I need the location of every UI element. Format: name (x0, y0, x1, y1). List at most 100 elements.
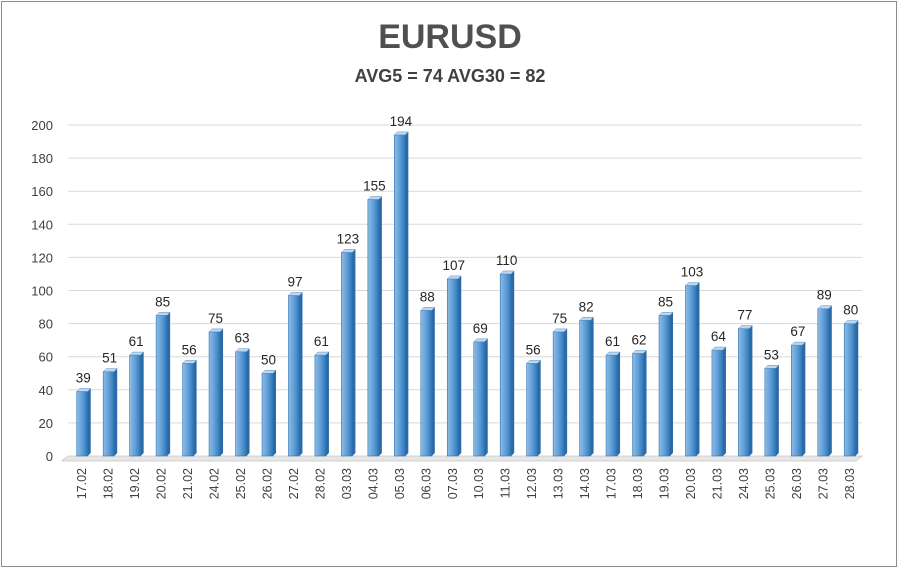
bar-side (193, 360, 197, 456)
data-label: 67 (790, 324, 805, 339)
bar-side (246, 348, 250, 456)
bar (182, 363, 194, 457)
data-label: 62 (632, 332, 647, 347)
y-tick-label: 20 (39, 416, 53, 431)
x-tick-label: 07.03 (446, 468, 460, 499)
bar (314, 354, 327, 457)
data-label: 61 (129, 334, 144, 349)
bar (420, 310, 433, 457)
bar-side (775, 365, 779, 456)
bar (208, 331, 221, 457)
data-label: 61 (314, 334, 329, 349)
data-label: 123 (337, 231, 360, 246)
bar (129, 354, 141, 457)
bar-side (167, 312, 171, 456)
bar (738, 328, 750, 457)
bar (394, 134, 406, 457)
bar-side (114, 368, 118, 456)
x-tick-label: 20.03 (684, 468, 698, 499)
y-tick-label: 120 (31, 250, 53, 265)
bar (526, 363, 538, 457)
chart-subtitle: AVG5 = 74 AVG30 = 82 (354, 66, 546, 86)
x-tick-label: 14.03 (578, 468, 592, 499)
bar-side (696, 282, 700, 456)
x-tick-label: 24.02 (208, 468, 222, 499)
bar (235, 351, 247, 457)
bar-side (325, 352, 329, 456)
x-tick-label: 06.03 (419, 468, 433, 499)
x-tick-label: 24.03 (737, 468, 751, 499)
data-label: 56 (182, 342, 197, 357)
bar-side (617, 352, 621, 456)
bar-side (352, 249, 356, 456)
x-tick-label: 27.03 (816, 468, 830, 499)
bar-side (749, 325, 753, 456)
x-tick-label: 17.02 (75, 468, 89, 499)
data-label: 80 (843, 303, 858, 318)
bar (341, 252, 353, 457)
y-tick-label: 0 (46, 449, 53, 464)
bar (685, 285, 697, 457)
bar-side (484, 338, 488, 456)
bar (261, 372, 274, 457)
bar-side (431, 307, 435, 456)
x-tick-label: 21.03 (710, 468, 724, 499)
bar (446, 278, 459, 457)
bar-side (87, 388, 91, 456)
bar (764, 367, 777, 457)
x-tick-label: 25.03 (763, 468, 777, 499)
x-tick-label: 17.03 (605, 468, 619, 499)
x-tick-label: 10.03 (472, 468, 486, 499)
bar (367, 199, 380, 457)
x-tick-label: 20.02 (155, 468, 169, 499)
bar-side (405, 131, 409, 456)
bar (579, 319, 591, 457)
x-tick-label: 11.03 (499, 468, 513, 498)
bar-side (273, 370, 276, 456)
x-tick-label: 19.02 (128, 468, 142, 499)
data-label: 63 (235, 331, 250, 346)
x-tick-label: 26.02 (261, 468, 275, 499)
bar-side (458, 275, 462, 456)
data-label: 110 (496, 253, 518, 268)
bar-side (802, 342, 806, 456)
x-tick-label: 13.03 (552, 468, 566, 499)
bar-side (299, 292, 303, 456)
x-tick-label: 28.02 (313, 468, 327, 499)
bar-side (855, 320, 859, 456)
y-tick-label: 100 (31, 284, 53, 299)
data-label: 88 (420, 289, 435, 304)
x-tick-label: 19.03 (658, 468, 672, 499)
bar (817, 308, 830, 457)
bar-side (511, 270, 515, 456)
x-tick-label: 18.03 (631, 468, 645, 499)
data-label: 77 (737, 308, 752, 323)
bar-side (378, 196, 382, 456)
x-tick-label: 04.03 (366, 468, 380, 499)
bar (791, 344, 803, 457)
data-label: 75 (552, 311, 567, 326)
bar (288, 295, 300, 457)
data-label: 61 (605, 334, 620, 349)
bar (76, 391, 89, 457)
y-tick-label: 180 (31, 151, 53, 166)
data-label: 39 (76, 370, 91, 385)
y-tick-label: 60 (39, 350, 53, 365)
x-tick-label: 03.03 (340, 468, 354, 499)
x-tick-label: 21.02 (181, 468, 195, 499)
bar-side (220, 328, 224, 456)
bar (552, 331, 565, 457)
bar (605, 354, 618, 457)
x-axis-floor (60, 455, 864, 462)
bar (499, 273, 512, 457)
bar (711, 349, 724, 457)
bar (102, 371, 115, 457)
bar-side (670, 312, 673, 456)
y-tick-label: 200 (31, 118, 53, 133)
bar (843, 323, 856, 457)
data-label: 64 (711, 329, 727, 344)
x-tick-label: 26.03 (790, 468, 804, 499)
data-label: 75 (208, 311, 223, 326)
x-tick-label: 27.02 (287, 468, 301, 499)
